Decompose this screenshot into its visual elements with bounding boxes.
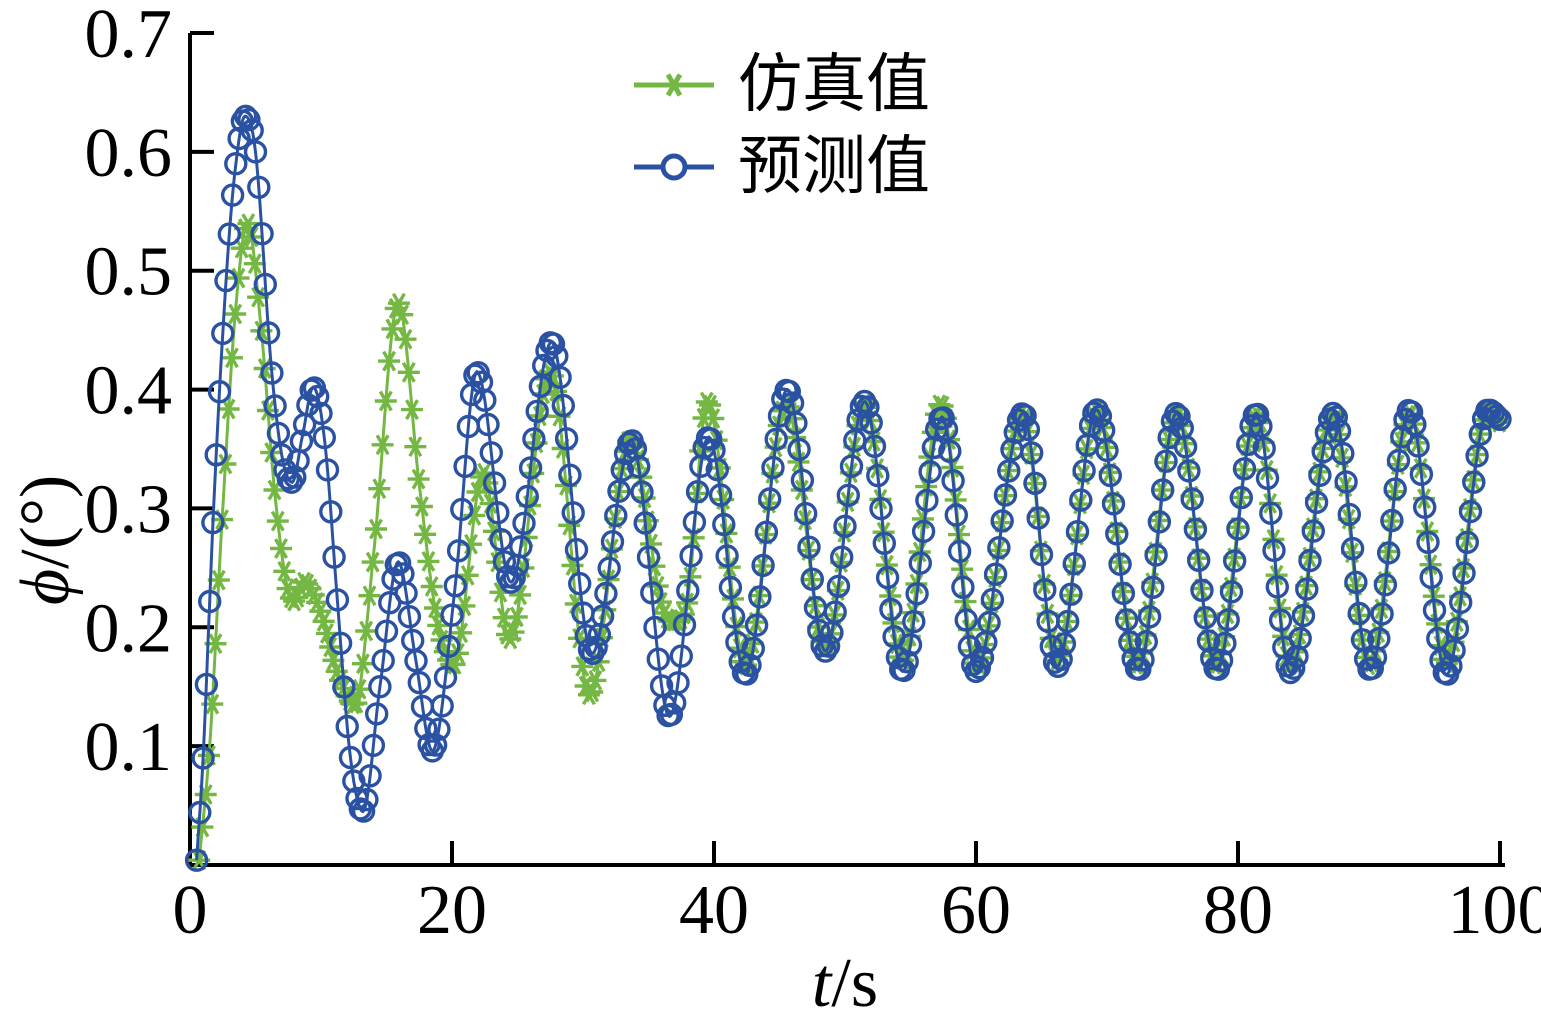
legend-label-prediction: 预测值: [738, 131, 930, 202]
series-line-prediction: [195, 114, 1502, 861]
axes-spines: [188, 33, 1505, 867]
legend-swatch-circle-icon: [634, 153, 714, 181]
legend: 仿真值 预测值: [632, 44, 930, 208]
x-tick-label: 100: [1448, 872, 1541, 949]
y-tick-label: 0.3: [85, 471, 173, 548]
x-tick-label: 0: [173, 872, 208, 949]
y-tick-label: 0.6: [85, 115, 173, 192]
tick-labels: 0 20 40 60 80 100 0.1 0.2 0.3 0.4 0.5 0.6 0.7: [85, 0, 1541, 949]
legend-item-prediction: 预测值: [632, 126, 930, 208]
x-tick-label: 20: [417, 872, 487, 949]
x-tick-label: 40: [679, 872, 749, 949]
y-tick-label: 0.1: [85, 709, 173, 786]
y-tick-label: 0.4: [85, 353, 173, 430]
legend-swatch-asterisk-icon: [634, 73, 714, 97]
y-axis-title: ϕ/(°): [7, 474, 84, 606]
y-tick-label: 0.2: [85, 590, 173, 667]
legend-label-simulation: 仿真值: [738, 49, 930, 120]
x-tick-label: 60: [941, 872, 1011, 949]
legend-item-simulation: 仿真值: [632, 44, 930, 126]
x-tick-label: 80: [1203, 872, 1273, 949]
y-tick-label: 0.7: [85, 0, 173, 73]
y-tick-label: 0.5: [85, 234, 173, 311]
x-axis-title: t/s: [811, 945, 879, 1022]
